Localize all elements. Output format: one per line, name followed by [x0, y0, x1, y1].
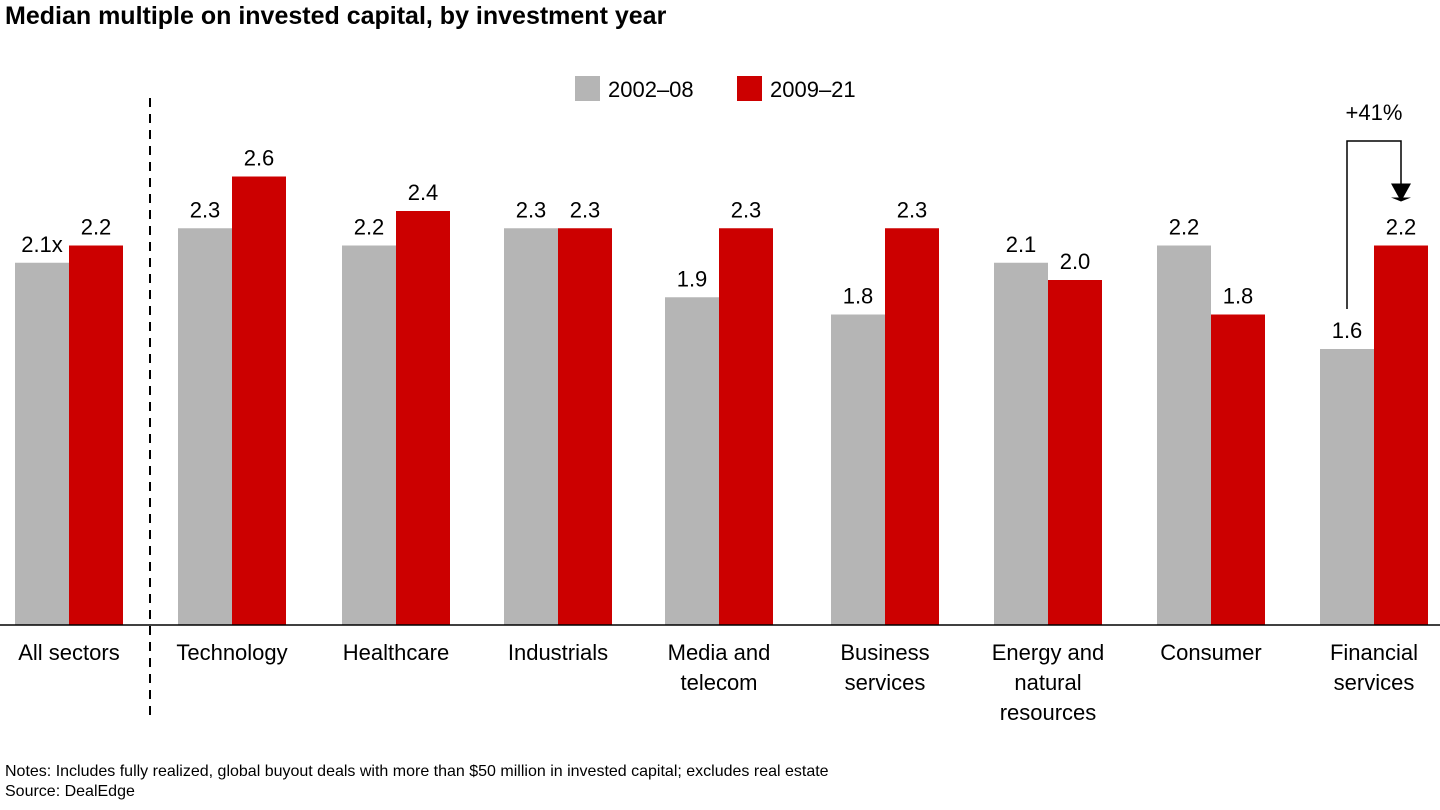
bar-value-label: 2.3: [570, 197, 601, 222]
bar-6-1: [1048, 280, 1102, 625]
bar-2-0: [342, 245, 396, 625]
category-label: Technology: [176, 640, 287, 665]
bar-value-label: 2.1: [1006, 232, 1037, 257]
bar-1-1: [232, 176, 286, 625]
bar-value-label: 2.1x: [21, 232, 63, 257]
category-label: natural: [1014, 670, 1081, 695]
annotation: +41%: [1346, 100, 1411, 309]
category-label: Consumer: [1160, 640, 1261, 665]
legend-label-0: 2002–08: [608, 77, 694, 102]
bar-value-label: 1.6: [1332, 318, 1363, 343]
bar-value-label: 2.2: [1386, 215, 1417, 240]
data-labels: 2.1x 2.2 2.3 2.6 2.2 2.4 2.3 2.3 1.9 2.3 1.8 2.3 2.1…: [21, 146, 1416, 344]
bar-2-1: [396, 211, 450, 625]
category-label: telecom: [680, 670, 757, 695]
category-label: services: [1334, 670, 1415, 695]
bar-value-label: 2.4: [408, 180, 439, 205]
bar-chart: 2002–08 2009–21 2.1x 2.2 2.3 2.6 2.2 2.4 2.3 2.3…: [0, 76, 1440, 725]
bar-value-label: 2.6: [244, 146, 275, 171]
notes-text: Notes: Includes fully realized, global b…: [5, 763, 829, 780]
legend-label-1: 2009–21: [770, 77, 856, 102]
bar-7-0: [1157, 245, 1211, 625]
bar-value-label: 1.9: [677, 266, 708, 291]
legend: 2002–08 2009–21: [575, 76, 856, 102]
bar-4-0: [665, 297, 719, 625]
legend-swatch-0: [575, 76, 600, 101]
category-label: Healthcare: [343, 640, 449, 665]
category-label: Business: [840, 640, 929, 665]
category-label: All sectors: [18, 640, 119, 665]
legend-swatch-1: [737, 76, 762, 101]
category-label: resources: [1000, 700, 1097, 725]
category-label: Industrials: [508, 640, 608, 665]
source-text: Source: DealEdge: [5, 783, 135, 800]
category-labels: All sectors Technology Healthcare Industria…: [18, 640, 1418, 725]
footnotes: Notes: Includes fully realized, global b…: [5, 762, 829, 802]
category-label: services: [845, 670, 926, 695]
bar-value-label: 2.2: [81, 215, 112, 240]
bar-value-label: 2.3: [190, 197, 221, 222]
annotation-arrowhead: [1391, 183, 1411, 202]
bar-value-label: 1.8: [843, 284, 874, 309]
bar-1-0: [178, 228, 232, 625]
bars: [15, 176, 1428, 625]
annotation-bracket: [1346, 140, 1402, 309]
category-label: Energy and: [992, 640, 1105, 665]
bar-value-label: 2.3: [897, 197, 928, 222]
chart-title: Median multiple on invested capital, by …: [5, 2, 667, 30]
bar-5-0: [831, 314, 885, 625]
bar-7-1: [1211, 314, 1265, 625]
bar-3-1: [558, 228, 612, 625]
bar-value-label: 2.3: [731, 197, 762, 222]
bar-6-0: [994, 262, 1048, 625]
category-label: Financial: [1330, 640, 1418, 665]
bar-3-0: [504, 228, 558, 625]
bar-0-0: [15, 262, 69, 625]
annotation-label: +41%: [1346, 100, 1403, 125]
bar-5-1: [885, 228, 939, 625]
bar-4-1: [719, 228, 773, 625]
bar-value-label: 1.8: [1223, 284, 1254, 309]
bar-0-1: [69, 245, 123, 625]
category-label: Media and: [668, 640, 771, 665]
bar-8-1: [1374, 245, 1428, 625]
bar-value-label: 2.3: [516, 197, 547, 222]
bar-value-label: 2.0: [1060, 249, 1091, 274]
bar-value-label: 2.2: [1169, 215, 1200, 240]
bar-8-0: [1320, 349, 1374, 625]
bar-value-label: 2.2: [354, 215, 385, 240]
